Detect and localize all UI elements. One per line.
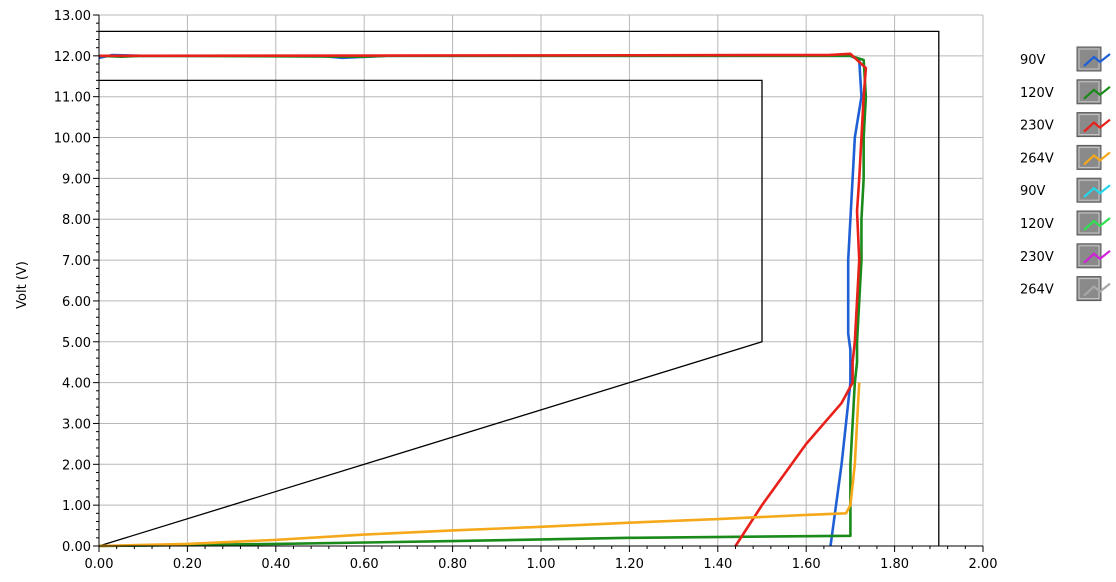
y-tick-label: 3.00 bbox=[62, 417, 91, 432]
legend-line-icon bbox=[1083, 249, 1111, 264]
y-tick-label: 12.00 bbox=[54, 50, 91, 65]
x-tick-label: 2.00 bbox=[969, 557, 998, 572]
limit-line bbox=[99, 30, 940, 546]
legend-swatch bbox=[1076, 144, 1102, 170]
legend-label: 90V bbox=[1020, 184, 1046, 199]
legend-item: 120V bbox=[1020, 79, 1111, 105]
x-tick-label: 1.20 bbox=[615, 557, 644, 572]
y-tick-label: 8.00 bbox=[62, 213, 91, 228]
legend-swatch-bevel bbox=[1078, 114, 1100, 136]
legend-item: 264V bbox=[1020, 144, 1111, 170]
legend-item: 230V bbox=[1020, 243, 1111, 269]
legend-label: 90V bbox=[1020, 53, 1046, 68]
series-line bbox=[98, 52, 868, 547]
legend-item: 90V bbox=[1020, 177, 1111, 203]
legend-label: 120V bbox=[1020, 217, 1054, 232]
legend-line-icon bbox=[1083, 151, 1111, 166]
legend-swatch-bevel bbox=[1078, 245, 1100, 267]
x-tick-label: 1.80 bbox=[880, 557, 909, 572]
legend-line-icon bbox=[1083, 85, 1111, 100]
x-tick-label: 0.20 bbox=[173, 557, 202, 572]
legend-label: 264V bbox=[1020, 151, 1054, 166]
limit-lines bbox=[98, 30, 940, 547]
legend-line-icon bbox=[1083, 53, 1111, 67]
legend-swatch-bevel bbox=[1078, 212, 1100, 234]
y-tick-label: 6.00 bbox=[62, 295, 91, 310]
y-tick-label: 11.00 bbox=[54, 91, 91, 106]
y-tick-label: 1.00 bbox=[62, 499, 91, 514]
y-tick-label: 10.00 bbox=[54, 132, 91, 147]
x-tick-label: 1.40 bbox=[703, 557, 732, 572]
legend-item: 264V bbox=[1020, 276, 1111, 302]
y-tick-label: 0.00 bbox=[62, 540, 91, 555]
tick-labels: 0.00 0.20 0.40 0.60 0.80 1.00 1.20 1.40 1.60 1.80… bbox=[54, 9, 998, 572]
legend-swatch bbox=[1076, 46, 1102, 72]
y-axis-label: Volt (V) bbox=[15, 261, 30, 309]
limit-line bbox=[98, 79, 763, 547]
legend-item: 120V bbox=[1020, 210, 1111, 236]
legend-swatch-bevel bbox=[1078, 146, 1100, 168]
y-tick-label: 4.00 bbox=[62, 377, 91, 392]
x-tick-label: 0.80 bbox=[438, 557, 467, 572]
legend: 90V 120V 230V 264V 90V 120V 230V 264V bbox=[1020, 46, 1111, 302]
x-tick-label: 0.60 bbox=[350, 557, 379, 572]
legend-label: 120V bbox=[1020, 86, 1054, 101]
series-line bbox=[98, 382, 861, 548]
legend-label: 230V bbox=[1020, 250, 1054, 265]
y-tick-label: 13.00 bbox=[54, 9, 91, 24]
legend-line-icon bbox=[1083, 118, 1111, 133]
axes bbox=[93, 14, 984, 552]
legend-swatch-bevel bbox=[1078, 278, 1100, 300]
x-tick-label: 0.00 bbox=[85, 557, 114, 572]
y-tick-label: 5.00 bbox=[62, 336, 91, 351]
legend-swatch-bevel bbox=[1078, 48, 1100, 70]
x-tick-label: 0.40 bbox=[261, 557, 290, 572]
x-tick-label: 1.00 bbox=[527, 557, 556, 572]
legend-item: 90V bbox=[1020, 46, 1111, 72]
y-tick-label: 2.00 bbox=[62, 458, 91, 473]
legend-label: 230V bbox=[1020, 119, 1054, 134]
y-tick-label: 9.00 bbox=[62, 172, 91, 187]
legend-line-icon bbox=[1083, 184, 1111, 199]
legend-line-icon bbox=[1083, 217, 1111, 231]
legend-swatch-bevel bbox=[1078, 81, 1100, 103]
x-tick-label: 1.60 bbox=[792, 557, 821, 572]
legend-label: 264V bbox=[1020, 283, 1054, 298]
data-series bbox=[98, 52, 868, 548]
legend-swatch-bevel bbox=[1078, 179, 1100, 201]
legend-line-icon bbox=[1083, 282, 1111, 297]
legend-item: 230V bbox=[1020, 112, 1111, 138]
y-tick-label: 7.00 bbox=[62, 254, 91, 269]
